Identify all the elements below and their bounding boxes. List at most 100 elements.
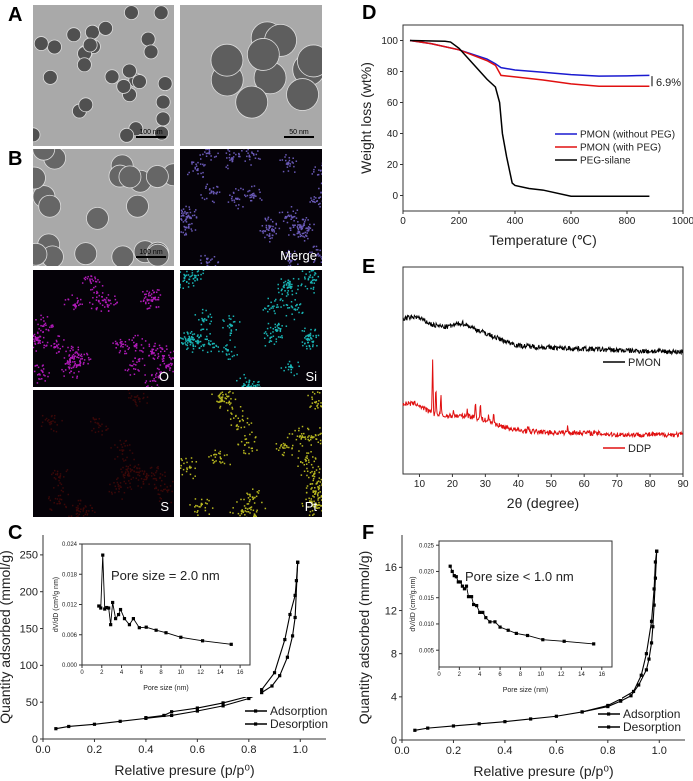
- element-signal-dot: [221, 396, 224, 398]
- element-signal-dot: [294, 171, 296, 173]
- element-signal-dot: [191, 282, 194, 284]
- element-signal-dot: [129, 374, 132, 376]
- element-signal-dot: [224, 348, 227, 350]
- element-signal-dot: [209, 188, 211, 190]
- element-signal-dot: [228, 156, 231, 159]
- element-signal-dot: [264, 236, 266, 239]
- element-signal-dot: [301, 232, 304, 235]
- element-signal-dot: [136, 361, 138, 363]
- tem-image-low-mag: 100 nm: [33, 5, 174, 146]
- element-signal-dot: [305, 235, 308, 237]
- element-signal-dot: [147, 307, 150, 310]
- element-signal-dot: [185, 205, 187, 208]
- element-signal-dot: [87, 357, 90, 359]
- element-signal-dot: [320, 496, 322, 498]
- element-signal-dot: [79, 362, 81, 365]
- y-tick-label: 16: [385, 562, 397, 574]
- nanoparticle: [33, 36, 49, 51]
- element-signal-dot: [87, 275, 89, 278]
- element-signal-dot: [162, 502, 165, 504]
- element-signal-dot: [134, 400, 136, 403]
- element-signal-dot: [317, 173, 320, 176]
- element-signal-dot: [33, 340, 36, 342]
- element-signal-dot: [153, 358, 156, 360]
- element-signal-dot: [44, 380, 46, 382]
- element-signal-dot: [143, 364, 146, 367]
- element-signal-dot: [278, 291, 280, 294]
- element-signal-dot: [272, 328, 275, 330]
- element-signal-dot: [154, 342, 156, 345]
- element-signal-dot: [242, 419, 245, 422]
- data-point: [221, 701, 225, 705]
- element-signal-dot: [302, 224, 305, 226]
- element-signal-dot: [307, 219, 309, 221]
- element-signal-dot: [310, 435, 313, 437]
- element-signal-dot: [320, 405, 322, 407]
- element-signal-dot: [127, 390, 130, 391]
- data-point: [554, 714, 558, 718]
- element-signal-dot: [107, 306, 109, 308]
- data-point: [652, 603, 656, 607]
- element-signal-dot: [244, 510, 247, 512]
- element-signal-dot: [101, 292, 104, 294]
- nanoparticle: [78, 97, 94, 113]
- element-signal-dot: [289, 281, 291, 283]
- element-signal-dot: [96, 290, 98, 293]
- data-point: [101, 553, 105, 557]
- element-signal-dot: [286, 162, 288, 164]
- element-signal-dot: [129, 486, 131, 488]
- element-signal-dot: [218, 350, 220, 353]
- element-signal-dot: [199, 340, 202, 343]
- element-signal-dot: [198, 336, 201, 338]
- element-signal-dot: [312, 475, 314, 477]
- element-signal-dot: [168, 354, 170, 357]
- element-signal-dot: [315, 438, 318, 441]
- element-signal-dot: [79, 298, 82, 301]
- element-signal-dot: [313, 198, 315, 201]
- element-signal-dot: [292, 226, 295, 228]
- element-signal-dot: [288, 366, 290, 368]
- element-signal-dot: [197, 169, 199, 172]
- element-signal-dot: [255, 515, 258, 517]
- element-signal-dot: [307, 278, 310, 281]
- element-signal-dot: [209, 343, 211, 346]
- element-signal-dot: [181, 210, 183, 213]
- element-signal-dot: [312, 503, 314, 505]
- x-tick-label: 8: [159, 670, 163, 676]
- element-signal-dot: [313, 200, 315, 203]
- element-signal-dot: [235, 188, 237, 190]
- element-signal-dot: [61, 419, 63, 422]
- element-signal-dot: [56, 502, 58, 505]
- element-signal-dot: [200, 503, 203, 506]
- element-signal-dot: [230, 398, 232, 400]
- element-signal-dot: [153, 345, 155, 348]
- element-signal-dot: [244, 384, 246, 386]
- element-signal-dot: [123, 442, 125, 445]
- element-signal-dot: [68, 362, 71, 364]
- element-signal-dot: [110, 302, 112, 305]
- element-signal-dot: [303, 224, 306, 226]
- element-signal-dot: [248, 154, 251, 157]
- element-signal-dot: [236, 428, 238, 431]
- element-signal-dot: [291, 454, 293, 456]
- element-signal-dot: [258, 380, 260, 383]
- element-signal-dot: [92, 417, 95, 419]
- element-signal-dot: [117, 477, 119, 479]
- element-signal-dot: [286, 304, 289, 306]
- element-signal-dot: [199, 506, 201, 508]
- legend-label: PMON (with PEG): [580, 143, 661, 154]
- element-signal-dot: [229, 418, 232, 420]
- element-signal-dot: [209, 192, 211, 195]
- element-signal-dot: [310, 197, 312, 199]
- element-signal-dot: [267, 305, 269, 307]
- element-signal-dot: [158, 344, 161, 347]
- element-signal-dot: [286, 166, 289, 168]
- element-signal-dot: [127, 465, 129, 468]
- element-signal-dot: [313, 245, 315, 248]
- element-signal-dot: [193, 210, 196, 213]
- element-signal-dot: [291, 161, 293, 163]
- element-signal-dot: [197, 270, 200, 272]
- scale-bar: [136, 136, 166, 138]
- element-signal-dot: [71, 376, 74, 378]
- element-signal-dot: [60, 489, 63, 492]
